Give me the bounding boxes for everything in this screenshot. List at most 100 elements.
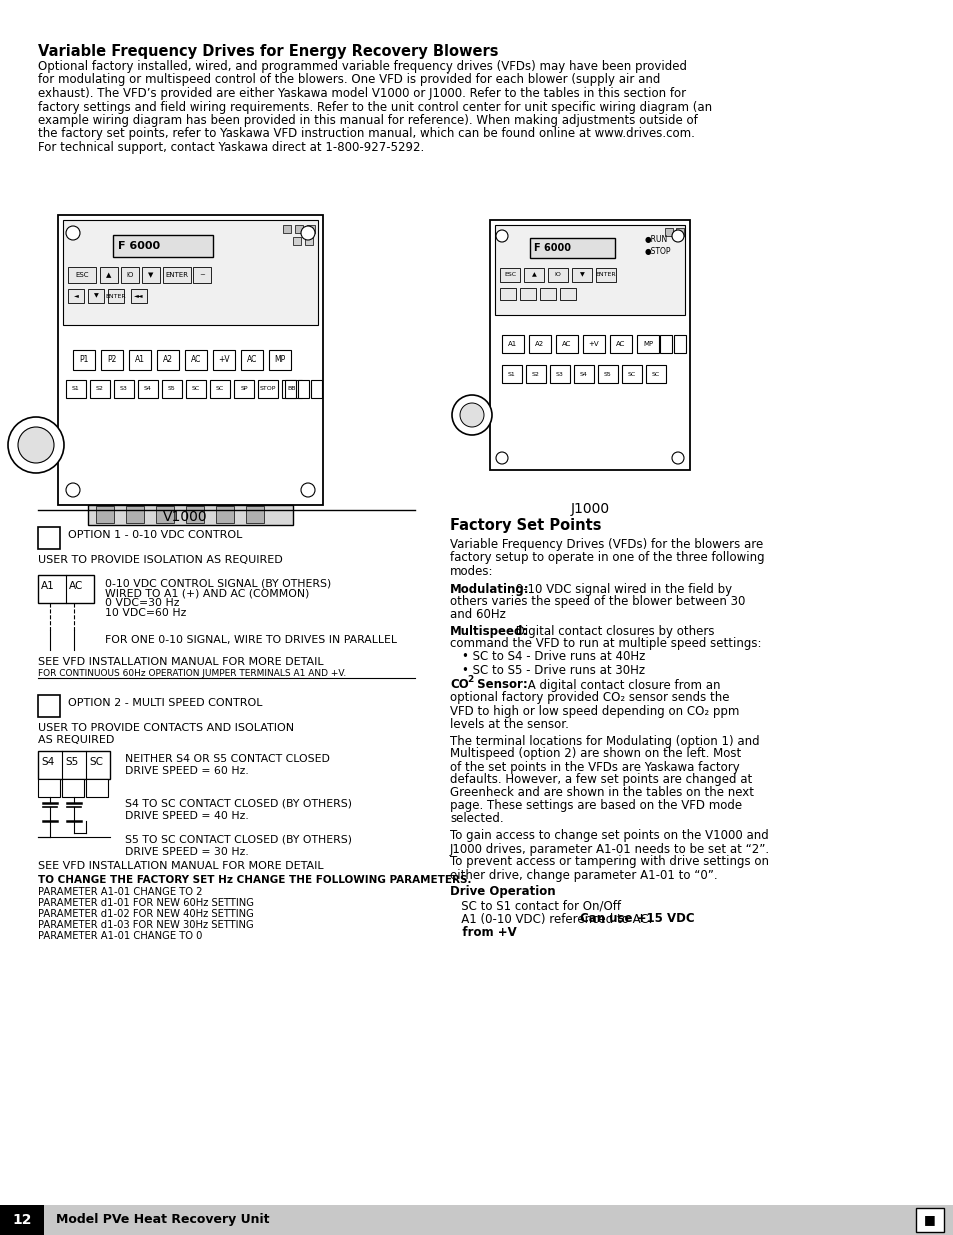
Text: Modulating:: Modulating: <box>450 583 529 595</box>
Text: command the VFD to run at multiple speed settings:: command the VFD to run at multiple speed… <box>450 637 760 651</box>
Text: defaults. However, a few set points are changed at: defaults. However, a few set points are … <box>450 773 752 787</box>
Text: DRIVE SPEED = 40 Hz.: DRIVE SPEED = 40 Hz. <box>125 811 249 821</box>
Text: ESC: ESC <box>75 272 89 278</box>
Text: ENTER: ENTER <box>165 272 189 278</box>
Text: PARAMETER d1-02 FOR NEW 40Hz SETTING: PARAMETER d1-02 FOR NEW 40Hz SETTING <box>38 909 253 919</box>
Bar <box>101 350 123 370</box>
Text: PARAMETER A1-01 CHANGE TO 0: PARAMETER A1-01 CHANGE TO 0 <box>38 931 202 941</box>
Text: F 6000: F 6000 <box>534 243 571 253</box>
Circle shape <box>496 452 507 464</box>
Bar <box>100 267 118 283</box>
Bar <box>659 335 671 353</box>
Text: exhaust). The VFD’s provided are either Yaskawa model V1000 or J1000. Refer to t: exhaust). The VFD’s provided are either … <box>38 86 685 100</box>
Text: P1: P1 <box>79 356 89 364</box>
Text: VFD to high or low speed depending on CO₂ ppm: VFD to high or low speed depending on CO… <box>450 704 739 718</box>
Bar <box>530 238 615 258</box>
Text: S2: S2 <box>532 372 539 377</box>
Text: example wiring diagram has been provided in this manual for reference). When mak: example wiring diagram has been provided… <box>38 114 697 127</box>
Bar <box>246 506 264 522</box>
Text: factory setup to operate in one of the three following: factory setup to operate in one of the t… <box>450 552 763 564</box>
Text: ESC: ESC <box>503 273 516 278</box>
Bar <box>305 237 313 245</box>
Bar <box>108 289 124 303</box>
Bar <box>163 267 191 283</box>
Bar <box>62 779 84 797</box>
Bar <box>63 220 317 325</box>
Text: WIRED TO A1 (+) AND AC (COMMON): WIRED TO A1 (+) AND AC (COMMON) <box>105 588 309 598</box>
Bar <box>285 380 295 398</box>
Text: SC: SC <box>89 757 103 767</box>
Text: ENTER: ENTER <box>595 273 616 278</box>
Text: S3: S3 <box>556 372 563 377</box>
Bar <box>66 380 86 398</box>
Bar <box>915 1208 943 1233</box>
Circle shape <box>671 230 683 242</box>
Bar <box>596 268 616 282</box>
Text: Variable Frequency Drives for Energy Recovery Blowers: Variable Frequency Drives for Energy Rec… <box>38 44 498 59</box>
Text: For technical support, contact Yaskawa direct at 1-800-927-5292.: For technical support, contact Yaskawa d… <box>38 141 424 154</box>
Bar <box>529 335 551 353</box>
Text: selected.: selected. <box>450 813 503 825</box>
Bar <box>68 267 96 283</box>
Bar <box>547 268 567 282</box>
Bar <box>307 225 314 233</box>
Bar <box>88 289 104 303</box>
Bar <box>609 335 631 353</box>
Bar <box>676 228 683 236</box>
Text: ▼: ▼ <box>93 294 98 299</box>
Text: IO: IO <box>126 272 133 278</box>
Text: Variable Frequency Drives (VFDs) for the blowers are: Variable Frequency Drives (VFDs) for the… <box>450 538 762 551</box>
Text: S5: S5 <box>65 757 78 767</box>
Text: J1000: J1000 <box>570 501 609 516</box>
Text: OPTION 1 - 0-10 VDC CONTROL: OPTION 1 - 0-10 VDC CONTROL <box>68 530 242 540</box>
Text: ■: ■ <box>923 1214 935 1226</box>
Text: SC: SC <box>215 387 224 391</box>
Text: F 6000: F 6000 <box>118 241 160 251</box>
Text: ENTER: ENTER <box>106 294 126 299</box>
Text: S5 TO SC CONTACT CLOSED (BY OTHERS): S5 TO SC CONTACT CLOSED (BY OTHERS) <box>125 835 352 845</box>
Text: STOP: STOP <box>259 387 276 391</box>
Text: and 60Hz: and 60Hz <box>450 609 505 621</box>
Text: AC: AC <box>191 356 201 364</box>
Text: +V: +V <box>218 356 230 364</box>
Bar <box>664 228 672 236</box>
Bar <box>556 335 578 353</box>
Text: modes:: modes: <box>450 564 493 578</box>
Circle shape <box>301 226 314 240</box>
Text: SC: SC <box>627 372 636 377</box>
Bar <box>58 215 323 505</box>
Text: To prevent access or tampering with drive settings on: To prevent access or tampering with driv… <box>450 856 768 868</box>
Bar <box>233 380 253 398</box>
Text: 0-10 VDC signal wired in the field by: 0-10 VDC signal wired in the field by <box>512 583 731 595</box>
Bar <box>185 350 207 370</box>
Text: S5: S5 <box>603 372 611 377</box>
Text: Factory Set Points: Factory Set Points <box>450 517 601 534</box>
Bar <box>157 350 179 370</box>
Text: USER TO PROVIDE ISOLATION AS REQUIRED: USER TO PROVIDE ISOLATION AS REQUIRED <box>38 555 282 564</box>
Text: IO: IO <box>554 273 561 278</box>
Text: AC: AC <box>69 580 83 592</box>
Bar <box>523 268 543 282</box>
Text: S5: S5 <box>168 387 175 391</box>
Circle shape <box>671 452 683 464</box>
Text: FOR CONTINUOUS 60Hz OPERATION JUMPER TERMINALS A1 AND +V.: FOR CONTINUOUS 60Hz OPERATION JUMPER TER… <box>38 669 346 678</box>
Bar <box>126 506 144 522</box>
Text: ▼: ▼ <box>579 273 584 278</box>
Text: SEE VFD INSTALLATION MANUAL FOR MORE DETAIL: SEE VFD INSTALLATION MANUAL FOR MORE DET… <box>38 861 323 871</box>
Bar <box>73 350 95 370</box>
Bar <box>142 267 160 283</box>
Bar <box>162 380 182 398</box>
Text: SC: SC <box>651 372 659 377</box>
Text: others varies the speed of the blower between 30: others varies the speed of the blower be… <box>450 595 744 609</box>
Bar <box>598 366 618 383</box>
Bar <box>525 366 545 383</box>
Text: S3: S3 <box>120 387 128 391</box>
Bar <box>121 267 139 283</box>
Text: Drive Operation: Drive Operation <box>450 885 555 899</box>
Bar <box>88 505 293 525</box>
Bar <box>215 506 233 522</box>
Bar <box>572 268 592 282</box>
Text: of the set points in the VFDs are Yaskawa factory: of the set points in the VFDs are Yaskaw… <box>450 761 739 773</box>
Text: A digital contact closure from an: A digital contact closure from an <box>523 678 720 692</box>
Circle shape <box>18 427 54 463</box>
